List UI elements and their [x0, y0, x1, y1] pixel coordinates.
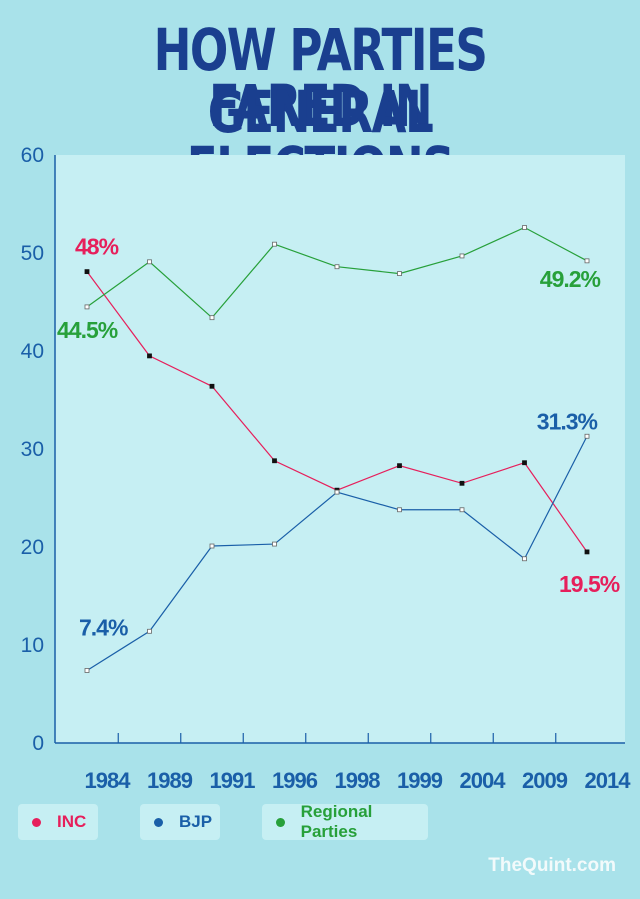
data-point-bjp — [209, 543, 215, 549]
x-tick-label: 2004 — [460, 768, 507, 793]
data-point-bjp — [397, 507, 402, 513]
data-point-regional-parties — [147, 259, 152, 265]
chart-title-line-1: HOW PARTIES FARED IN — [153, 16, 488, 140]
y-tick-label: 30 — [21, 438, 44, 461]
data-point-bjp — [272, 541, 277, 547]
data-label: 49.2% — [540, 266, 601, 292]
data-point-regional-parties — [334, 264, 340, 270]
plot-area — [55, 155, 625, 743]
x-tick-label: 2009 — [522, 768, 568, 793]
data-point-bjp — [522, 556, 527, 562]
y-tick-label: 10 — [21, 634, 44, 657]
data-point-bjp — [147, 628, 152, 634]
data-point-inc — [272, 458, 277, 464]
data-point-regional-parties — [459, 253, 465, 259]
legend-dot-regional-parties — [276, 817, 285, 827]
data-point-bjp — [584, 433, 590, 439]
y-tick-label: 50 — [21, 242, 44, 265]
data-label: 19.5% — [559, 571, 620, 597]
data-label: 48% — [75, 234, 119, 260]
data-point-regional-parties — [272, 241, 277, 247]
data-label: 44.5% — [57, 317, 118, 343]
y-tick-label: 40 — [21, 340, 44, 363]
data-point-regional-parties — [522, 225, 527, 230]
legend-dot-inc — [32, 817, 41, 827]
data-point-bjp — [334, 489, 340, 495]
data-label: 7.4% — [79, 614, 128, 640]
data-point-inc — [584, 549, 590, 555]
data-point-inc — [84, 269, 90, 275]
legend-dot-bjp — [154, 817, 163, 827]
x-tick-label: 1998 — [335, 768, 381, 793]
x-tick-label: 1991 — [210, 768, 256, 793]
y-tick-label: 60 — [21, 144, 44, 167]
data-point-inc — [459, 480, 465, 486]
y-tick-label: 0 — [32, 732, 44, 755]
legend-item-inc: INC — [18, 804, 98, 840]
data-point-inc — [397, 463, 402, 469]
legend-item-bjp: BJP — [140, 804, 220, 840]
legend-label-regional-parties: Regional Parties — [300, 802, 373, 841]
x-tick-label: 2014 — [585, 768, 632, 793]
data-point-bjp — [459, 507, 465, 513]
data-point-regional-parties — [397, 271, 402, 276]
legend-item-regional-parties: Regional Parties — [262, 802, 428, 841]
data-label: 31.3% — [537, 408, 598, 434]
data-point-inc — [522, 460, 527, 466]
x-tick-label: 1989 — [147, 768, 193, 793]
data-point-inc — [209, 383, 215, 389]
data-point-inc — [147, 353, 152, 359]
x-tick-label: 1996 — [272, 768, 318, 793]
x-tick-label: 1999 — [397, 768, 443, 793]
data-point-regional-parties — [584, 258, 590, 264]
data-point-regional-parties — [84, 304, 90, 310]
y-tick-label: 20 — [21, 536, 44, 559]
legend-label-bjp: BJP — [179, 812, 213, 831]
line-chart: 0 10 20 30 40 50 60 1984 1989 1991 1996 1998 1999 200… — [21, 144, 633, 793]
watermark: TheQuint.com — [488, 855, 616, 876]
legend-label-inc: INC — [57, 812, 87, 831]
data-point-regional-parties — [209, 315, 215, 321]
x-tick-label: 1984 — [85, 768, 132, 793]
data-point-bjp — [84, 668, 90, 673]
